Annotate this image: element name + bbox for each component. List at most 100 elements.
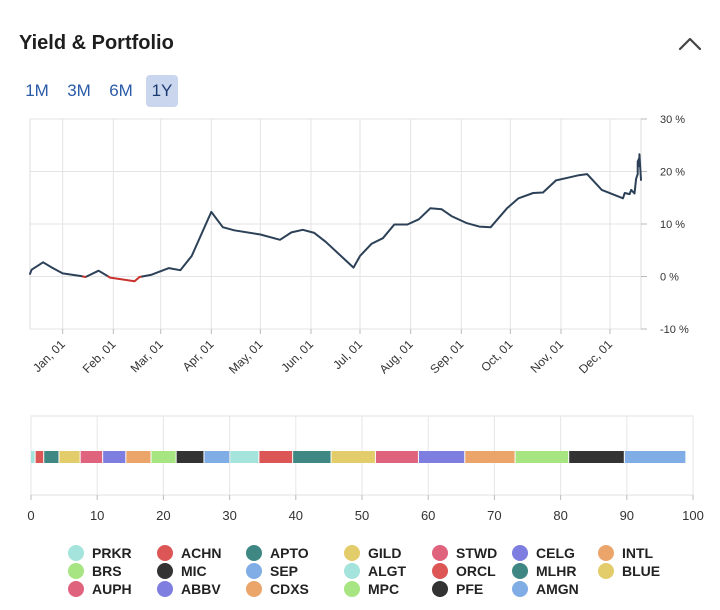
legend-swatch	[157, 581, 173, 597]
yield-point	[31, 269, 33, 271]
legend-label: PFE	[456, 581, 484, 597]
yield-point	[638, 165, 640, 167]
yield-point	[532, 192, 534, 194]
yield-point	[638, 153, 640, 155]
legend-label: ALGT	[368, 563, 407, 579]
legend-label: BRS	[92, 563, 122, 579]
stacked-bar	[31, 451, 686, 463]
range-tab-3m[interactable]: 3M	[67, 81, 91, 100]
range-tab-1y[interactable]: 1Y	[146, 75, 178, 107]
yield-point	[80, 275, 82, 277]
yield-point	[465, 222, 467, 224]
yield-point	[352, 266, 355, 269]
yield-point	[393, 223, 395, 226]
yield-point	[150, 274, 152, 276]
y-tick-label: -10 %	[660, 324, 689, 336]
bar-segment-mic	[176, 451, 204, 463]
legend-label: STWD	[456, 545, 498, 561]
yield-point	[98, 270, 100, 272]
legend-swatch	[598, 563, 614, 579]
legend-label: CDXS	[270, 581, 309, 597]
yield-point	[630, 189, 632, 191]
yield-point	[542, 191, 544, 194]
legend-label: AMGN	[536, 581, 579, 597]
bar-segment-algt	[230, 451, 259, 463]
legend-swatch	[598, 545, 614, 561]
x-tick-label: Jan, 01	[30, 337, 68, 375]
range-tab-6m[interactable]: 6M	[109, 81, 133, 100]
legend-swatch	[432, 545, 448, 561]
bar-segment-amgn	[624, 451, 686, 463]
legend-swatch	[512, 563, 528, 579]
yield-point	[624, 192, 626, 194]
legend-swatch	[68, 581, 84, 597]
legend-label: BLUE	[622, 563, 661, 579]
x-tick-label: Sep, 01	[427, 337, 466, 376]
bar-x-tick-label: 0	[27, 508, 34, 523]
yield-point	[382, 237, 384, 239]
yield-point	[233, 229, 235, 231]
yield-point	[566, 177, 569, 179]
y-tick-label: 20 %	[660, 167, 685, 179]
bar-segment-intl	[126, 451, 151, 463]
yield-line-positive	[85, 269, 110, 278]
bar-x-tick-label: 100	[682, 508, 704, 523]
yield-point	[555, 179, 557, 182]
x-tick-label: Apr, 01	[180, 337, 217, 374]
bar-segment-orcl	[259, 451, 293, 463]
bar-segment-cdxs	[465, 451, 515, 463]
yield-point	[302, 229, 304, 231]
bar-x-tick-label: 10	[90, 508, 104, 523]
portfolio-stacked-bar-chart: 0 10 20 30 40 50 60 70 80 90 100	[27, 415, 704, 523]
yield-point	[441, 208, 443, 210]
legend-label: ACHN	[181, 545, 222, 561]
yield-point	[586, 173, 588, 175]
legend-swatch	[68, 545, 84, 561]
line-chart-grid	[29, 118, 647, 334]
yield-line-positive	[29, 261, 85, 278]
legend-swatch	[68, 563, 84, 579]
legend-swatch	[246, 563, 262, 579]
legend-swatch	[157, 563, 173, 579]
legend-swatch	[432, 563, 448, 579]
bar-segment-brs	[151, 451, 176, 463]
yield-point	[325, 241, 327, 243]
bar-segment-celg	[103, 451, 126, 463]
bar-segment-mlhr	[293, 451, 331, 463]
legend-label: MPC	[368, 581, 400, 597]
bar-x-tick-label: 90	[620, 508, 634, 523]
bar-segment-blue	[331, 451, 375, 463]
bar-segment-stwd	[80, 451, 103, 463]
chevron-up-icon[interactable]	[676, 34, 704, 54]
yield-point	[406, 223, 408, 226]
bar-segment-achn	[35, 451, 44, 463]
bar-x-tick-label: 40	[289, 508, 303, 523]
yield-point	[52, 267, 54, 269]
yield-point	[638, 157, 640, 159]
legend-label: AUPH	[92, 581, 132, 597]
legend-label: INTL	[622, 545, 654, 561]
yield-point	[138, 276, 141, 278]
yield-point	[84, 276, 87, 278]
yield-point	[359, 255, 361, 257]
yield-point	[490, 226, 492, 228]
legend-swatch	[344, 563, 360, 579]
yield-line-chart: 30 % 20 % 10 % 0 % -10 % Jan, 01 Feb, 01 Mar, 0…	[29, 114, 689, 377]
range-tab-1m[interactable]: 1M	[25, 81, 49, 100]
y-tick-label: 30 %	[660, 114, 685, 126]
bar-segment-prkr	[31, 451, 35, 463]
legend-label: MIC	[181, 563, 207, 579]
yield-point	[622, 197, 624, 199]
y-tick-label: 10 %	[660, 219, 685, 231]
legend-swatch	[246, 545, 262, 561]
bar-segment-abbv	[418, 451, 465, 463]
yield-point	[279, 239, 281, 241]
yield-series	[29, 153, 642, 283]
bar-segment-pfe	[569, 451, 624, 463]
yield-point	[42, 261, 44, 263]
legend-swatch	[512, 581, 528, 597]
bar-segment-sep	[204, 451, 230, 463]
legend-label: ABBV	[181, 581, 221, 597]
yield-point	[637, 173, 639, 175]
yield-point	[179, 269, 181, 271]
